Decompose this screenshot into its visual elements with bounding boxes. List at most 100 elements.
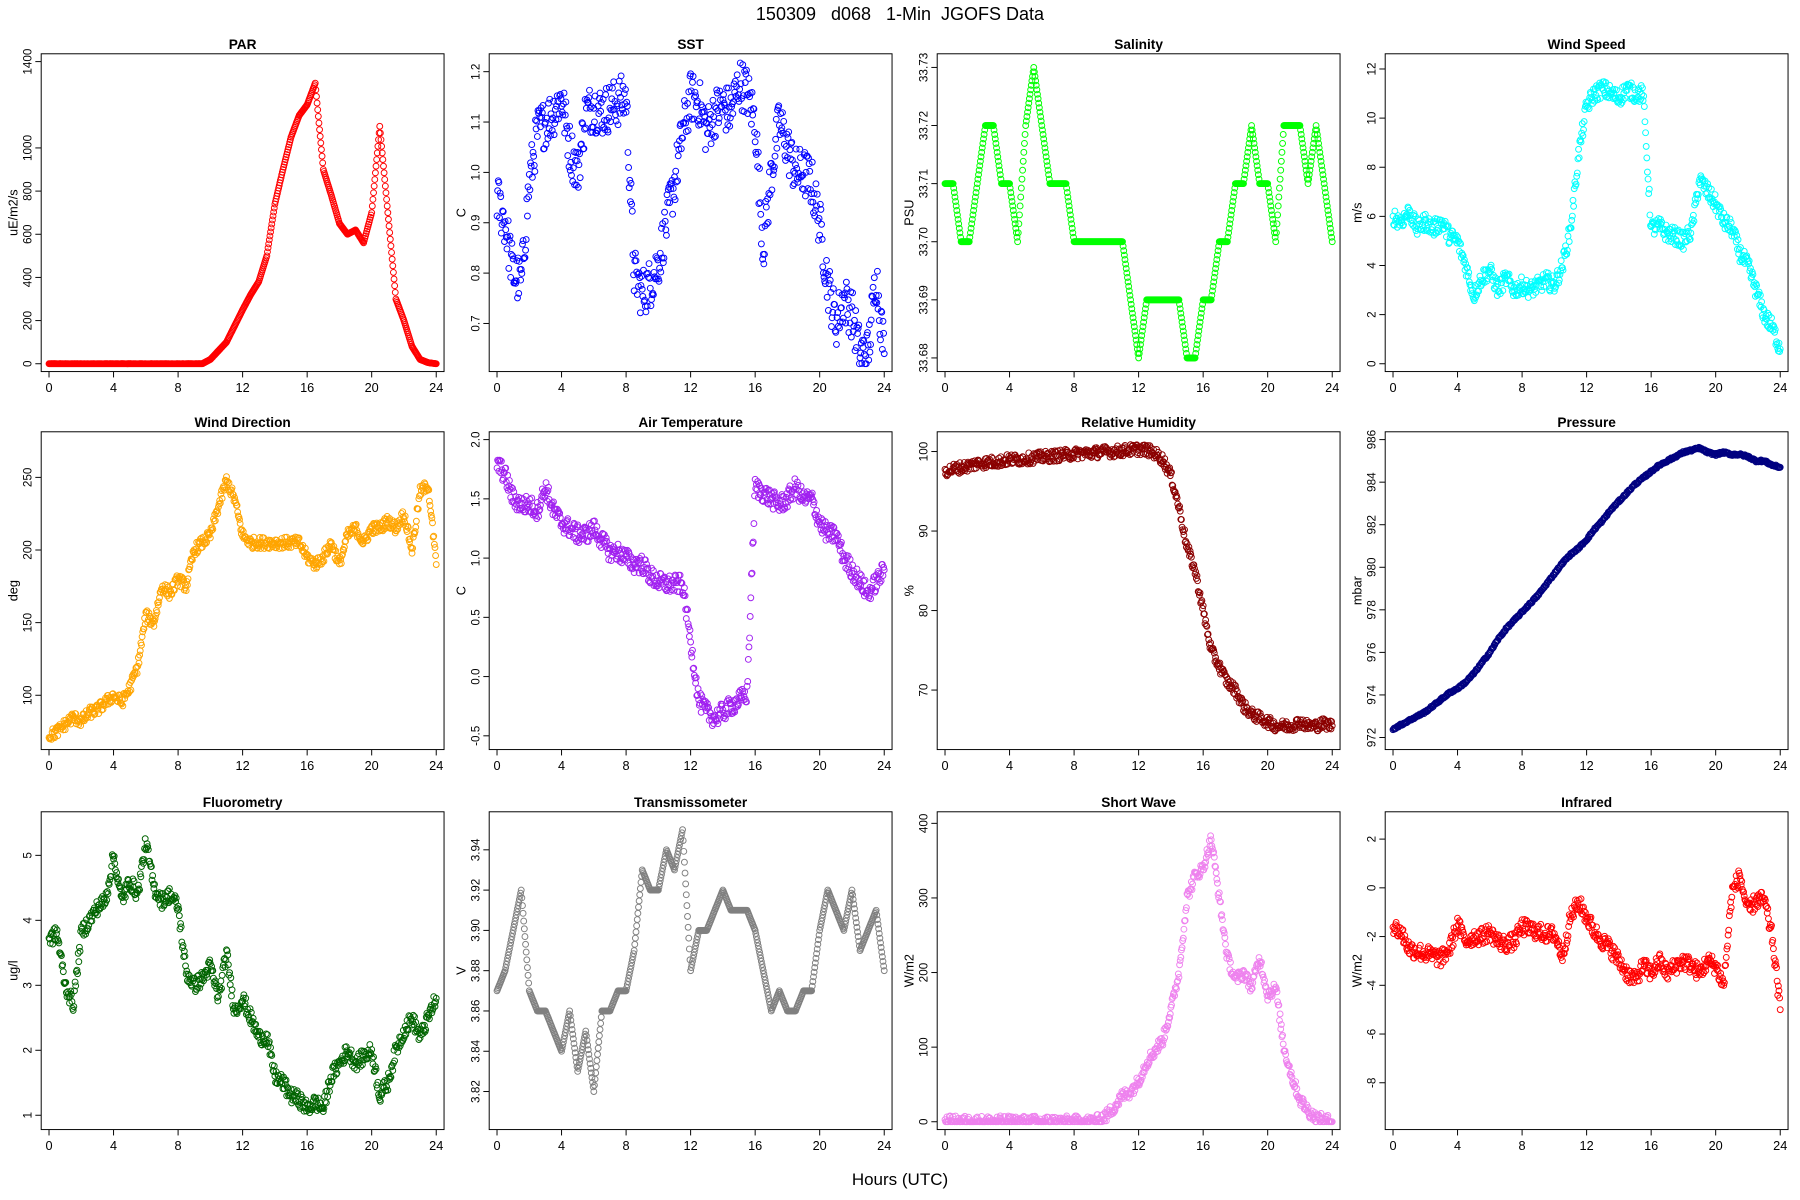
data-point [264,248,271,256]
data-point [1668,223,1676,231]
data-point [1137,341,1144,348]
data-point [1213,256,1221,264]
data-point [1006,180,1013,188]
data-point [1400,221,1407,229]
data-point [642,308,650,316]
data-point [1642,143,1650,150]
data-point [761,250,768,258]
data-point [604,128,612,136]
data-point [201,540,209,548]
data-point [716,87,724,95]
data-point [84,714,91,721]
data-point [743,66,750,74]
data-point [202,539,210,547]
data-point [1564,232,1572,240]
data-point [691,88,699,96]
data-point [1228,207,1236,214]
data-point [1680,245,1687,253]
data-point [1307,162,1314,170]
data-point [844,552,852,560]
data-point [403,528,411,535]
data-point [1191,354,1199,362]
data-point [510,488,518,496]
data-point [1212,654,1219,661]
data-point [568,171,575,179]
data-point [1227,215,1234,223]
data-point [208,527,216,535]
data-point [685,633,693,640]
y-tick-label: 980 [1365,557,1378,577]
data-point [1308,153,1316,161]
data-point [388,255,396,263]
data-point [806,167,814,175]
data-point [1009,207,1017,214]
data-point [317,139,325,147]
data-point [223,473,230,481]
data-points [941,441,1336,735]
x-tick-label: 0 [941,380,948,395]
data-point [669,210,677,218]
data-point [1267,207,1275,214]
data-point [526,495,534,503]
y-tick-label: 33.69 [917,285,930,314]
data-point [757,210,765,218]
data-point [401,512,409,520]
data-point [633,291,641,298]
data-point [822,269,830,277]
data-point [852,344,860,351]
data-point [832,328,840,336]
data-point [408,549,416,557]
data-point [219,483,227,490]
x-tick-label: 0 [1389,758,1396,773]
data-point [869,283,877,291]
data-point [1032,81,1040,89]
y-tick-label: 1.1 [469,114,482,130]
data-point [267,228,274,236]
data-point [875,292,883,299]
data-point [1246,131,1254,138]
data-point [744,678,752,685]
y-tick-label: 70 [917,683,930,697]
data-point [968,215,976,223]
data-point [1304,180,1312,188]
data-point [1133,341,1141,348]
data-point [855,321,863,329]
data-point [952,202,960,210]
data-point [1187,550,1195,558]
data-point [1140,318,1148,326]
data-point [797,482,805,490]
data-point [1124,274,1131,281]
data-point [1135,354,1143,362]
data-point [1498,279,1506,287]
data-point [1227,211,1235,219]
data-point [1030,63,1038,71]
data-point [1138,332,1146,340]
data-point [1130,318,1138,326]
data-point [1198,305,1206,313]
data-point [383,195,391,203]
data-point [609,84,616,92]
data-point [1413,230,1421,238]
data-point [1627,79,1635,87]
data-point [617,72,625,80]
data-point [865,356,873,364]
data-point [773,496,781,504]
data-point [650,268,658,276]
data-point [641,556,649,564]
data-point [1310,135,1318,143]
data-point [561,111,569,119]
data-point [771,152,779,160]
data-point [1242,162,1250,170]
data-point [744,655,752,663]
data-point [425,497,433,505]
data-point [1316,148,1324,156]
data-point [975,171,982,179]
data-point [268,216,276,224]
y-tick-label: 2 [1365,311,1378,318]
data-point [636,556,644,564]
data-point [1012,229,1020,237]
data-point [1565,238,1573,245]
data-point [378,149,386,157]
